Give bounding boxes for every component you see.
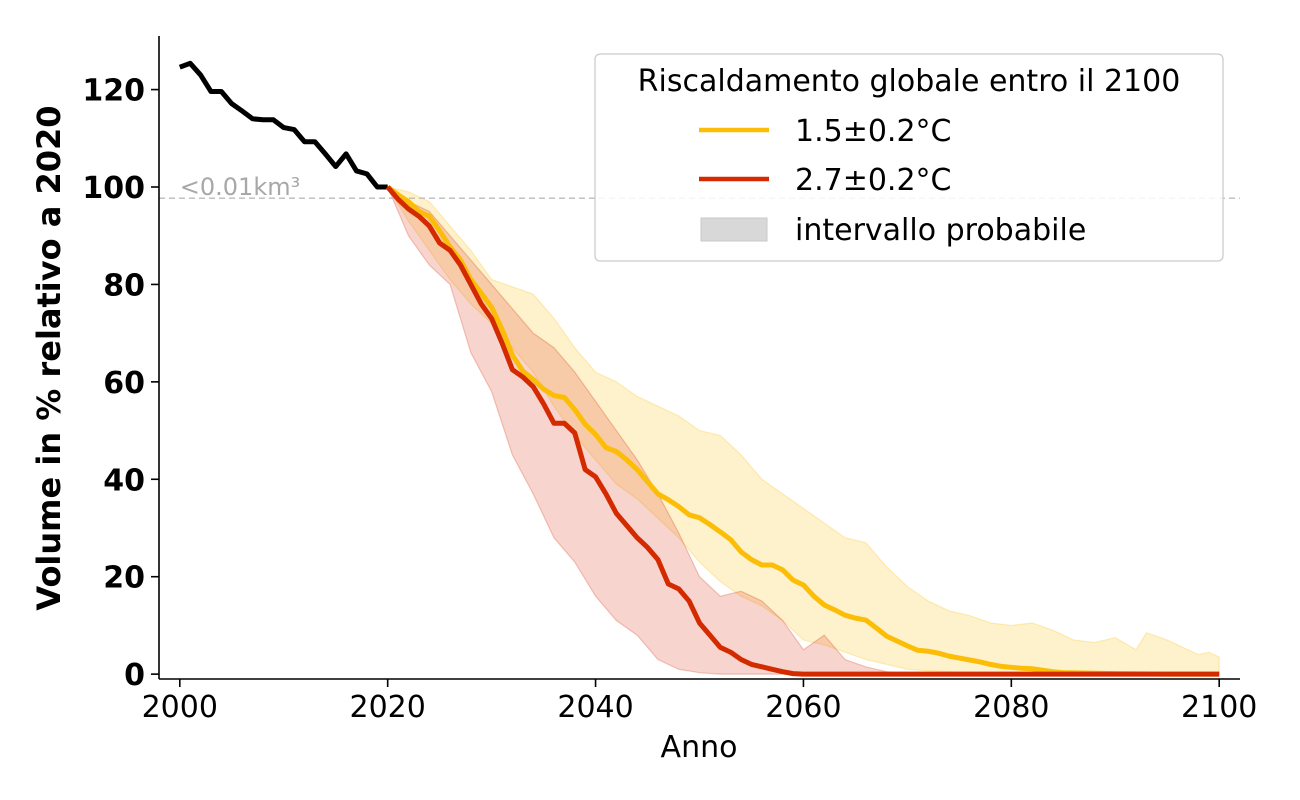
band-2-7c-likely-range [386,185,1220,675]
y-tick-label: 0 [124,658,145,693]
x-tick-label: 2080 [973,690,1049,725]
y-ticks: 0 20 40 60 80 100 120 [82,74,159,693]
legend-frame [594,53,1224,262]
series-line-2-7c [385,185,1220,677]
series-line-observed [178,60,388,190]
x-tick-label: 2100 [1181,690,1257,725]
x-tick-label: 2060 [765,690,841,725]
x-axis-title: Anno [661,730,738,765]
y-tick-label: 100 [82,171,145,206]
legend-swatch-likely-range [700,217,768,242]
legend-label-likely-range: intervallo probabile [795,213,1086,248]
line-layer [178,60,1220,677]
y-tick-label: 60 [103,366,145,401]
y-axis-title: Volume in % relativo a 2020 [30,105,68,610]
legend: Riscaldamento globale entro il 2100 1.5±… [594,53,1224,262]
legend-label-1-5c: 1.5±0.2°C [795,114,952,149]
y-tick-label: 20 [103,561,145,596]
band-1-5c-likely-range [386,186,1220,675]
y-tick-label: 40 [103,463,145,498]
y-tick-label: 120 [82,74,145,109]
x-tick-label: 2040 [557,690,633,725]
x-tick-label: 2000 [142,690,218,725]
band-layer [386,185,1220,675]
x-ticks: 2000 2020 2040 2060 2080 2100 [142,679,1257,725]
legend-label-2-7c: 2.7±0.2°C [795,163,952,198]
y-tick-label: 80 [103,268,145,303]
series-line-1-5c [386,185,1220,677]
legend-title: Riscaldamento globale entro il 2100 [638,64,1181,99]
reference-line-label: <0.01km³ [180,173,300,201]
x-tick-label: 2020 [349,690,425,725]
